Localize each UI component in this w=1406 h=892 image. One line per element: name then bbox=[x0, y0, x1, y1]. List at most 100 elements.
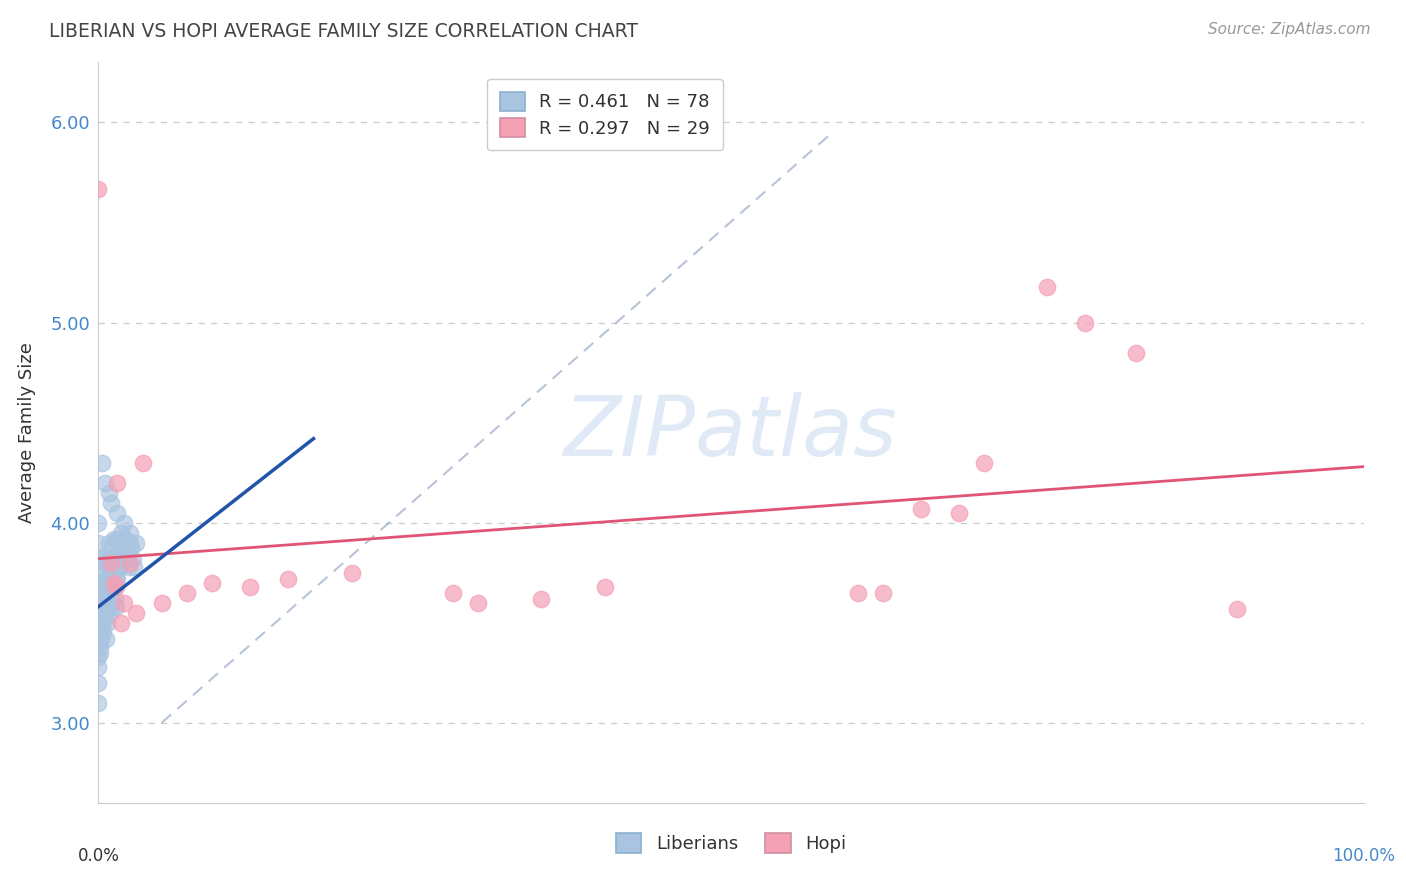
Point bbox=[103, 580, 125, 594]
Point bbox=[872, 585, 894, 599]
Point bbox=[110, 615, 132, 630]
Point bbox=[910, 501, 932, 516]
Point bbox=[112, 516, 135, 530]
Point bbox=[101, 575, 124, 590]
Point bbox=[105, 580, 128, 594]
Point bbox=[93, 612, 117, 626]
Point bbox=[467, 596, 489, 610]
Point bbox=[89, 646, 111, 660]
Point bbox=[94, 632, 117, 646]
Point bbox=[96, 559, 118, 574]
Point bbox=[973, 456, 995, 470]
Point bbox=[91, 591, 114, 606]
Point bbox=[122, 559, 145, 574]
Point bbox=[93, 551, 115, 566]
Point bbox=[107, 546, 129, 560]
Point bbox=[104, 559, 127, 574]
Point bbox=[117, 551, 139, 566]
Legend: Liberians, Hopi: Liberians, Hopi bbox=[609, 826, 853, 861]
Text: LIBERIAN VS HOPI AVERAGE FAMILY SIZE CORRELATION CHART: LIBERIAN VS HOPI AVERAGE FAMILY SIZE COR… bbox=[49, 22, 638, 41]
Point bbox=[87, 615, 110, 630]
Point bbox=[94, 575, 117, 590]
Point bbox=[93, 606, 115, 620]
Point bbox=[93, 475, 117, 490]
Point bbox=[1226, 601, 1249, 615]
Point bbox=[103, 532, 125, 546]
Text: 100.0%: 100.0% bbox=[1333, 847, 1395, 865]
Point bbox=[112, 596, 135, 610]
Point bbox=[87, 181, 110, 195]
Point bbox=[87, 696, 110, 710]
Point bbox=[101, 540, 124, 554]
Point bbox=[108, 559, 131, 574]
Point bbox=[87, 516, 110, 530]
Point bbox=[111, 540, 134, 554]
Point bbox=[93, 625, 115, 640]
Point bbox=[105, 599, 128, 614]
Point bbox=[103, 551, 125, 566]
Point bbox=[87, 582, 110, 596]
Point bbox=[87, 636, 110, 650]
Point bbox=[105, 572, 128, 586]
Point bbox=[93, 572, 117, 586]
Point bbox=[87, 675, 110, 690]
Point bbox=[120, 540, 142, 554]
Point bbox=[90, 599, 112, 614]
Point bbox=[87, 535, 110, 549]
Point bbox=[121, 551, 143, 566]
Point bbox=[107, 532, 129, 546]
Point bbox=[89, 625, 111, 640]
Point bbox=[89, 606, 111, 620]
Point bbox=[530, 591, 553, 606]
Point bbox=[100, 556, 122, 570]
Point bbox=[87, 620, 110, 634]
Point bbox=[100, 599, 122, 614]
Point bbox=[176, 585, 198, 599]
Point bbox=[100, 496, 122, 510]
Point bbox=[97, 535, 120, 549]
Point bbox=[90, 632, 112, 646]
Point bbox=[120, 556, 141, 570]
Point bbox=[91, 606, 114, 620]
Point bbox=[1036, 279, 1059, 293]
Point bbox=[90, 612, 112, 626]
Point bbox=[114, 532, 136, 546]
Point bbox=[89, 585, 111, 599]
Text: Source: ZipAtlas.com: Source: ZipAtlas.com bbox=[1208, 22, 1371, 37]
Point bbox=[593, 580, 616, 594]
Point bbox=[87, 549, 110, 564]
Point bbox=[97, 551, 120, 566]
Point bbox=[340, 566, 363, 580]
Point bbox=[96, 580, 118, 594]
Point bbox=[100, 585, 122, 599]
Point bbox=[948, 506, 970, 520]
Point bbox=[98, 585, 121, 599]
Point bbox=[87, 659, 110, 673]
Point bbox=[239, 580, 262, 594]
Point bbox=[103, 575, 125, 590]
Point bbox=[110, 525, 132, 540]
Point bbox=[98, 559, 121, 574]
Text: 0.0%: 0.0% bbox=[77, 847, 120, 865]
Point bbox=[441, 585, 464, 599]
Point bbox=[98, 606, 121, 620]
Point bbox=[201, 575, 224, 590]
Point bbox=[94, 596, 117, 610]
Point bbox=[118, 559, 141, 574]
Point bbox=[107, 506, 129, 520]
Point bbox=[107, 572, 129, 586]
Point bbox=[150, 596, 173, 610]
Point bbox=[94, 556, 117, 570]
Point bbox=[107, 559, 129, 574]
Point bbox=[100, 556, 122, 570]
Point bbox=[97, 596, 120, 610]
Point bbox=[93, 591, 117, 606]
Point bbox=[91, 456, 114, 470]
Text: ZIPatlas: ZIPatlas bbox=[564, 392, 898, 473]
Point bbox=[112, 546, 135, 560]
Point bbox=[120, 535, 141, 549]
Point bbox=[87, 649, 110, 664]
Point bbox=[115, 540, 138, 554]
Point bbox=[1074, 316, 1097, 330]
Point bbox=[846, 585, 869, 599]
